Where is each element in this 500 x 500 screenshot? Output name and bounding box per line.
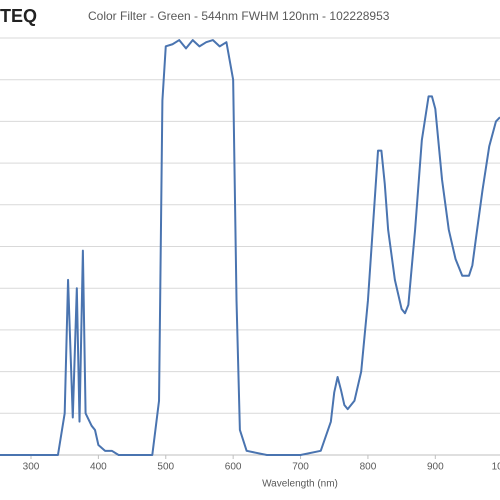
x-tick-label: 500 [157, 462, 174, 473]
x-tick-label: 600 [225, 462, 242, 473]
x-tick-label: 300 [23, 462, 40, 473]
x-tick-label: 700 [292, 462, 309, 473]
x-tick-label: 800 [360, 462, 377, 473]
chart-title: Color Filter - Green - 544nm FWHM 120nm … [88, 9, 390, 23]
logo: TEQ [0, 6, 37, 26]
x-axis-title: Wavelength (nm) [262, 479, 338, 490]
x-tick-label: 1000 [492, 462, 500, 473]
x-tick-label: 400 [90, 462, 107, 473]
x-tick-label: 900 [427, 462, 444, 473]
data-line [0, 39, 500, 456]
